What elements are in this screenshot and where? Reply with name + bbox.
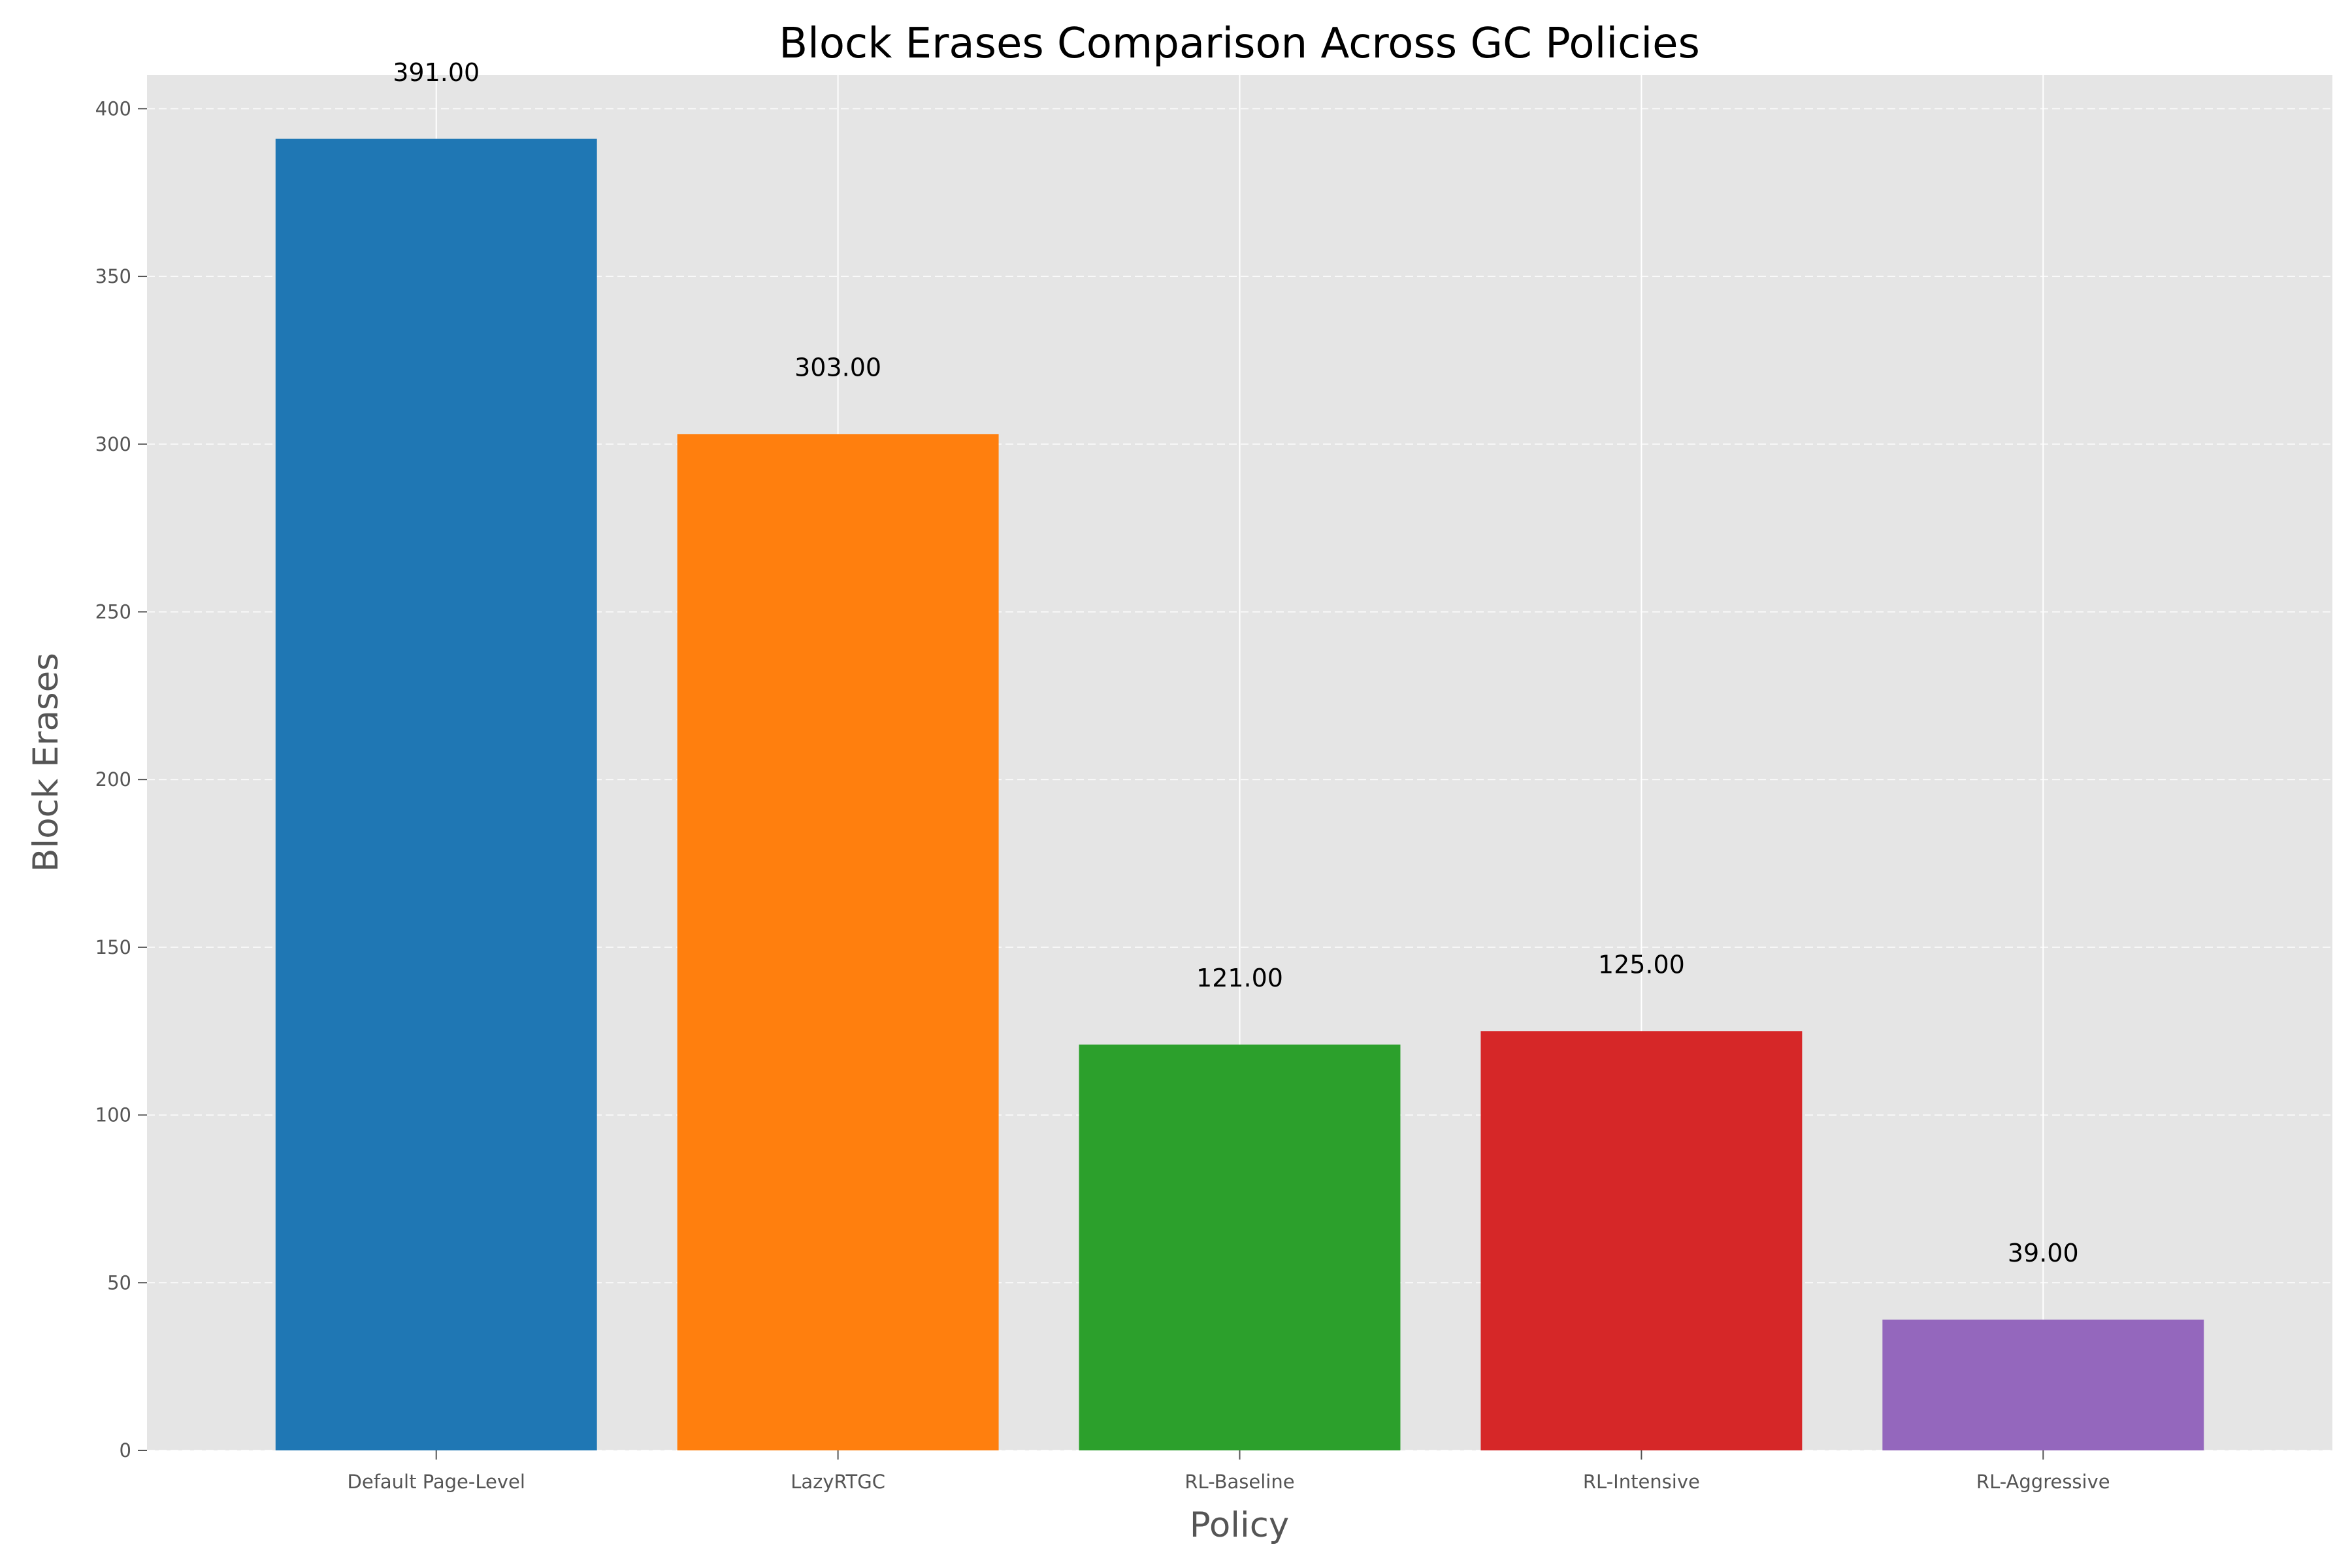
bar-rl-aggressive [1882, 1319, 2204, 1450]
y-tick-label: 300 [95, 433, 131, 455]
y-tick-label: 100 [95, 1104, 131, 1126]
y-tick-label: 150 [95, 936, 131, 958]
y-axis-ticks: 0 50 100 150 200 250 300 350 400 [95, 97, 147, 1462]
bar-default-page-level [275, 139, 597, 1450]
chart-title: Block Erases Comparison Across GC Polici… [779, 20, 1700, 68]
data-label: 39.00 [2008, 1239, 2079, 1267]
bar-rl-baseline [1079, 1044, 1401, 1450]
data-label: 121.00 [1196, 964, 1283, 992]
y-tick-label: 250 [95, 600, 131, 623]
y-axis-label: Block Erases [26, 653, 66, 872]
bars [275, 139, 2204, 1450]
y-tick-label: 400 [95, 97, 131, 120]
x-tick-label: RL-Aggressive [1976, 1471, 2110, 1493]
data-label: 125.00 [1598, 951, 1685, 979]
bar-lazyrtgc [677, 434, 999, 1450]
data-label: 303.00 [794, 353, 881, 382]
x-axis-ticks: Default Page-Level LazyRTGC RL-Baseline RL-… [348, 1450, 2110, 1493]
data-labels: 391.00 303.00 121.00 125.00 39.00 [393, 58, 2078, 1267]
y-tick-label: 0 [120, 1439, 131, 1462]
bar-rl-intensive [1480, 1031, 1803, 1450]
y-tick-label: 200 [95, 768, 131, 791]
x-tick-label: RL-Intensive [1583, 1471, 1700, 1493]
data-label: 391.00 [393, 58, 480, 87]
x-tick-label: RL-Baseline [1184, 1471, 1294, 1493]
y-tick-label: 50 [107, 1271, 131, 1294]
y-tick-label: 350 [95, 265, 131, 287]
x-axis-label: Policy [1190, 1505, 1289, 1545]
x-tick-label: LazyRTGC [791, 1471, 885, 1493]
x-tick-label: Default Page-Level [348, 1471, 525, 1493]
